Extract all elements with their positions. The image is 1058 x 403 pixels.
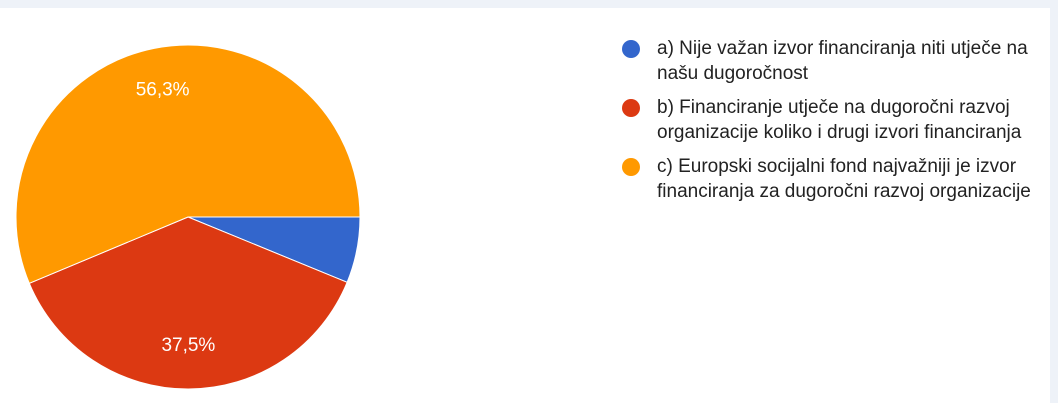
pie-slice xyxy=(15,44,361,284)
legend-label: c) Europski socijalni fond najvažniji je… xyxy=(657,156,1031,202)
legend-label: a) Nije važan izvor financiranja niti ut… xyxy=(657,38,1028,84)
legend-swatch xyxy=(622,99,640,117)
pie-slice xyxy=(28,216,348,390)
legend-label: b) Financiranje utječe na dugoročni razv… xyxy=(657,97,1022,143)
legend-swatch xyxy=(622,158,640,176)
chart-area: 37,5% 56,3% a) Nije važan izvor financira… xyxy=(0,8,1050,403)
legend: a) Nije važan izvor financiranja niti ut… xyxy=(620,36,1040,213)
legend-item: b) Financiranje utječe na dugoročni razv… xyxy=(620,95,1040,145)
legend-item: c) Europski socijalni fond najvažniji je… xyxy=(620,154,1040,204)
legend-item: a) Nije važan izvor financiranja niti ut… xyxy=(620,36,1040,86)
pie-chart: 37,5% 56,3% xyxy=(15,44,361,390)
slice-label: 37,5% xyxy=(161,335,215,356)
legend-swatch xyxy=(622,40,640,58)
slice-label: 56,3% xyxy=(136,80,190,101)
